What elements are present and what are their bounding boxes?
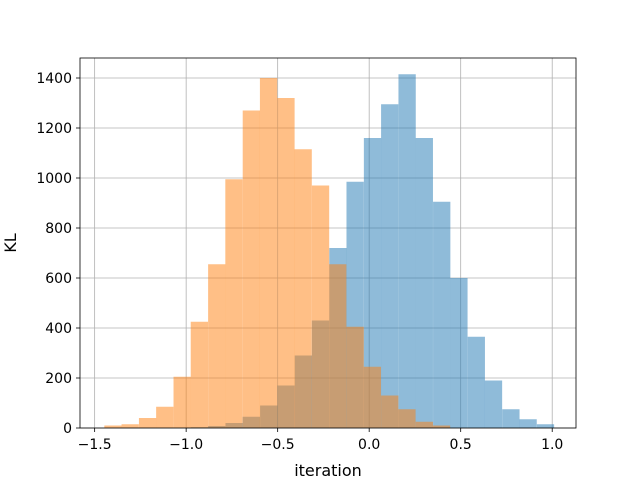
histogram-bar-series-2	[156, 406, 174, 428]
histogram-bar-series-2	[346, 326, 364, 428]
histogram-bar-series-2	[259, 78, 278, 428]
histogram-bar-series-1	[484, 380, 503, 428]
histogram-bar-series-2	[190, 321, 209, 428]
y-tick-label: 200	[45, 371, 72, 387]
y-tick-label: 0	[63, 421, 72, 437]
histogram-bar-series-1	[381, 104, 399, 428]
x-axis-ticks: −1.5 −1.0 −0.5 0.0 0.5 1.0	[78, 428, 563, 453]
histogram-bar-series-1	[467, 336, 485, 428]
histogram-bar-series-2	[415, 421, 433, 428]
histogram-bar-series-2	[363, 366, 381, 428]
x-tick-label: 0.0	[358, 437, 380, 453]
histogram-bar-series-2	[242, 110, 261, 428]
y-tick-label: 1000	[36, 171, 72, 187]
histogram-bar-series-2	[398, 409, 416, 428]
y-tick-label: 400	[45, 321, 72, 337]
histogram-bar-series-2	[173, 376, 191, 428]
histogram-bar-series-1	[536, 424, 555, 428]
x-tick-label: −0.5	[261, 437, 295, 453]
y-tick-label: 1200	[36, 121, 72, 137]
y-tick-label: 800	[45, 221, 72, 237]
y-tick-label: 1400	[36, 71, 72, 87]
histogram-bar-series-2	[432, 425, 451, 428]
histogram-bar-series-1	[398, 74, 416, 428]
x-tick-label: 1.0	[541, 437, 563, 453]
x-axis-label: iteration	[294, 461, 362, 480]
histogram-bar-series-1	[450, 278, 468, 428]
histogram-bar-series-2	[121, 424, 139, 428]
plot-frame	[79, 57, 577, 429]
histogram-bar-series-2	[311, 185, 330, 428]
histogram-bars	[104, 74, 555, 428]
y-axis-label: KL	[1, 233, 20, 252]
histogram-bar-series-2	[208, 264, 226, 428]
x-tick-label: 0.5	[450, 437, 472, 453]
y-axis-ticks: 0 200 400 600 800 1000 1200 1400	[36, 71, 80, 437]
histogram-bar-series-1	[519, 419, 537, 428]
histogram-bar-series-2	[138, 418, 157, 428]
histogram-bar-series-2	[329, 264, 347, 428]
histogram-bar-series-1	[363, 138, 382, 428]
x-tick-label: −1.0	[169, 437, 203, 453]
histogram-bar-series-2	[277, 98, 295, 428]
histogram-bar-series-1	[502, 409, 520, 428]
x-tick-label: −1.5	[78, 437, 112, 453]
y-tick-label: 600	[45, 271, 72, 287]
histogram-bar-series-2	[225, 179, 243, 428]
histogram-bar-series-2	[294, 149, 312, 428]
histogram-bar-series-1	[433, 201, 451, 428]
histogram-bar-series-2	[381, 395, 399, 428]
histogram-bar-series-2	[104, 425, 122, 428]
histogram-bar-series-1	[415, 138, 433, 428]
